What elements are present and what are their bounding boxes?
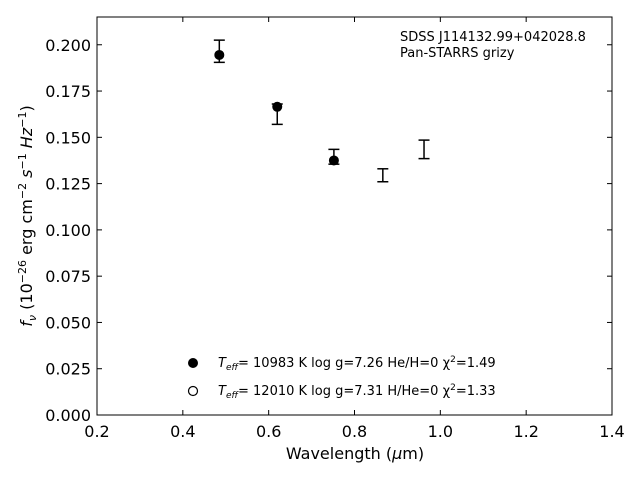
x-ticks: 0.2 0.4 0.6 0.8 1.0 1.2 1.4 — [84, 17, 625, 441]
legend-marker-open — [187, 385, 199, 397]
x-tick-label: 1.0 — [428, 422, 453, 441]
x-tick-label: 1.4 — [599, 422, 624, 441]
y-tick-label: 0.075 — [45, 267, 91, 286]
data-layer — [213, 39, 430, 183]
x-axis-label: Wavelength (μm) — [286, 444, 424, 463]
annotation: SDSS J114132.99+042028.8 Pan-STARRS griz… — [400, 30, 586, 61]
y-tick-label: 0.025 — [45, 360, 91, 379]
y-tick-label: 0.125 — [45, 175, 91, 194]
y-tick-label: 0.200 — [45, 36, 91, 55]
x-tick-label: 0.4 — [170, 422, 195, 441]
y-tick-label: 0.050 — [45, 313, 91, 332]
x-tick-label: 0.8 — [342, 422, 367, 441]
y-tick-label: 0.000 — [45, 406, 91, 425]
errorbar-y — [418, 139, 430, 160]
model-point-he — [272, 101, 283, 112]
axes: 0.2 0.4 0.6 0.8 1.0 1.2 1.4 0.0000.0250.0500.0… — [45, 16, 625, 441]
y-ticks: 0.000 0.025 0.050 0.075 0.100 0.125 0.150 0.175… — [45, 36, 612, 425]
y-tick-label: 0.150 — [45, 128, 91, 147]
legend-marker-filled — [188, 358, 198, 368]
y-tick-label: 0.100 — [45, 221, 91, 240]
annotation-line-1: SDSS J114132.99+042028.8 — [400, 30, 586, 45]
model-point-he — [328, 155, 339, 166]
annotation-line-2: Pan-STARRS grizy — [400, 46, 515, 61]
x-tick-label: 0.6 — [256, 422, 281, 441]
legend: Teff= 10983 K log g=7.26 He/H=0 χ2=1.49 … — [187, 355, 496, 401]
model-point-he — [214, 49, 225, 60]
errorbar-z — [377, 168, 389, 183]
x-tick-label: 1.2 — [513, 422, 538, 441]
y-tick-label: 0.175 — [45, 82, 91, 101]
legend-entry-1: Teff= 10983 K log g=7.26 He/H=0 χ2=1.49 — [218, 355, 496, 373]
legend-entry-2: Teff= 12010 K log g=7.31 H/He=0 χ2=1.33 — [218, 383, 496, 401]
y-axis-label: fν (10−26 erg cm−2 s−1 Hz−1) — [16, 105, 39, 326]
x-tick-label: 0.2 — [84, 422, 109, 441]
